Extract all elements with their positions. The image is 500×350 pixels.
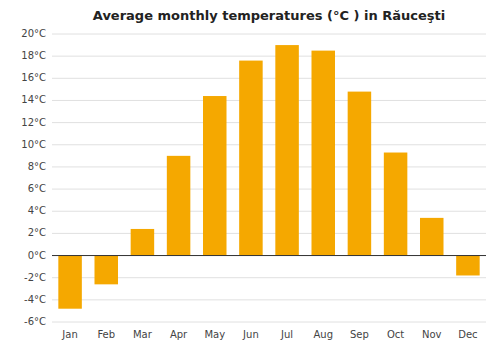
x-tick-label: Aug	[313, 329, 333, 340]
y-tick-label: 14°C	[21, 94, 46, 105]
grid-line	[52, 78, 486, 79]
x-tick-label: Oct	[387, 329, 404, 340]
grid-line	[52, 100, 486, 101]
y-tick-label: 0°C	[28, 250, 46, 261]
bar	[167, 156, 191, 256]
zero-line	[52, 255, 486, 256]
grid-line	[52, 166, 486, 167]
y-tick-label: 10°C	[21, 139, 46, 150]
x-tick-label: Jul	[280, 329, 293, 340]
bar	[239, 61, 263, 256]
y-tick-label: -4°C	[24, 294, 46, 305]
title: Average monthly temperatures (°C ) in Ră…	[93, 8, 445, 23]
grid-line	[52, 34, 486, 35]
bar	[348, 92, 372, 256]
bar	[384, 153, 408, 256]
y-tick-label: 2°C	[28, 227, 46, 238]
y-tick-label: 8°C	[28, 161, 46, 172]
x-tick-label: May	[204, 329, 225, 340]
y-tick-label: 18°C	[21, 50, 46, 61]
grid-line	[52, 122, 486, 123]
x-tick-label: Jan	[61, 329, 77, 340]
bar	[420, 218, 444, 256]
y-tick-label: -2°C	[24, 272, 46, 283]
bar	[275, 45, 299, 255]
grid-line	[52, 211, 486, 212]
bar	[94, 256, 118, 285]
chart: Average monthly temperatures (°C ) in Ră…	[0, 0, 500, 350]
x-tick-label: Mar	[133, 329, 153, 340]
x-tick-label: Jun	[242, 329, 259, 340]
grid-line	[52, 56, 486, 57]
x-tick-label: Dec	[458, 329, 477, 340]
chart-container: Average monthly temperatures (°C ) in Ră…	[0, 0, 500, 350]
grid-line	[52, 255, 486, 256]
bar	[203, 96, 227, 256]
bar	[58, 256, 82, 309]
x-tick-label: Feb	[97, 329, 115, 340]
bars	[58, 45, 479, 309]
grid-line	[52, 322, 486, 323]
y-tick-label: 20°C	[21, 28, 46, 39]
y-tick-label: -6°C	[24, 316, 46, 327]
bar	[131, 229, 155, 256]
y-tick-label: 12°C	[21, 117, 46, 128]
y-tick-label: 4°C	[28, 205, 46, 216]
x-tick-label: Apr	[170, 329, 188, 340]
x-axis: Jan Feb Mar Apr May Jun Jul Aug Sep Oct Nov Dec	[61, 329, 477, 340]
x-tick-label: Nov	[422, 329, 442, 340]
bar	[456, 256, 480, 276]
y-tick-label: 6°C	[28, 183, 46, 194]
grid-line	[52, 189, 486, 190]
y-axis: -6°C -4°C -2°C 0°C 2°C 4°C 6°C 8°C 10°C 12°C 14°C 1…	[21, 28, 46, 327]
y-tick-label: 16°C	[21, 72, 46, 83]
grid	[52, 34, 486, 322]
grid-line	[52, 299, 486, 300]
bar	[311, 51, 335, 256]
x-tick-label: Sep	[350, 329, 369, 340]
grid-line	[52, 144, 486, 145]
